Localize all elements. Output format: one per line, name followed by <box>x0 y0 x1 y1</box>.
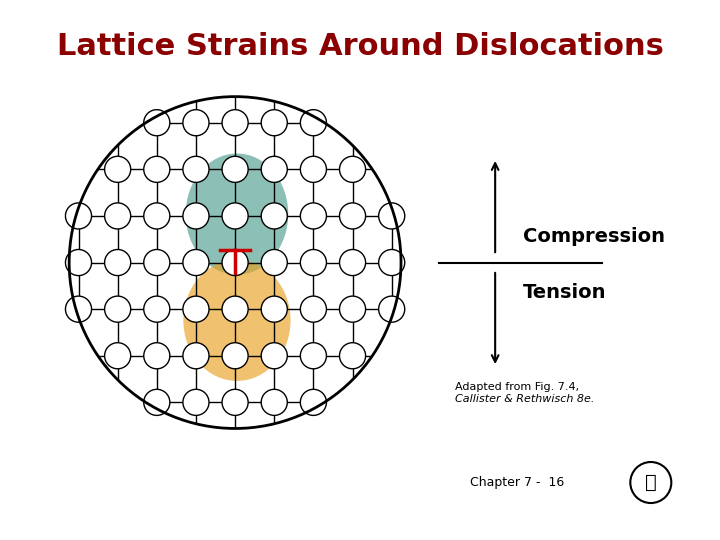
Circle shape <box>144 203 170 229</box>
Circle shape <box>183 110 209 136</box>
Circle shape <box>183 249 209 275</box>
Circle shape <box>261 156 287 183</box>
Circle shape <box>379 203 405 229</box>
Circle shape <box>300 296 326 322</box>
Circle shape <box>183 156 209 183</box>
Circle shape <box>261 203 287 229</box>
Circle shape <box>144 296 170 322</box>
Circle shape <box>300 156 326 183</box>
Circle shape <box>104 296 131 322</box>
Circle shape <box>340 203 366 229</box>
Circle shape <box>379 296 405 322</box>
Circle shape <box>340 296 366 322</box>
Circle shape <box>183 389 209 415</box>
Circle shape <box>104 343 131 369</box>
Circle shape <box>340 249 366 275</box>
Ellipse shape <box>186 153 288 275</box>
Circle shape <box>222 110 248 136</box>
Circle shape <box>300 110 326 136</box>
Circle shape <box>300 389 326 415</box>
Circle shape <box>144 343 170 369</box>
Ellipse shape <box>184 260 291 381</box>
Circle shape <box>261 343 287 369</box>
Circle shape <box>144 389 170 415</box>
Circle shape <box>222 203 248 229</box>
Circle shape <box>66 296 91 322</box>
Circle shape <box>261 296 287 322</box>
Circle shape <box>183 343 209 369</box>
Circle shape <box>340 156 366 183</box>
Text: Ⓦ: Ⓦ <box>645 473 657 492</box>
Circle shape <box>261 389 287 415</box>
Circle shape <box>300 249 326 275</box>
Circle shape <box>261 110 287 136</box>
Circle shape <box>222 156 248 183</box>
Circle shape <box>300 343 326 369</box>
Text: Adapted from Fig. 7.4,: Adapted from Fig. 7.4, <box>455 382 579 392</box>
Circle shape <box>183 296 209 322</box>
Circle shape <box>222 249 248 275</box>
Circle shape <box>222 296 248 322</box>
Text: Compression: Compression <box>523 227 665 246</box>
Circle shape <box>261 249 287 275</box>
Circle shape <box>66 249 91 275</box>
Circle shape <box>379 249 405 275</box>
Circle shape <box>104 156 131 183</box>
Circle shape <box>222 389 248 415</box>
Text: Callister & Rethwisch 8e.: Callister & Rethwisch 8e. <box>455 394 595 403</box>
Text: Tension: Tension <box>523 283 607 302</box>
Text: Lattice Strains Around Dislocations: Lattice Strains Around Dislocations <box>57 32 663 61</box>
Circle shape <box>144 156 170 183</box>
Text: Chapter 7 -  16: Chapter 7 - 16 <box>470 476 564 489</box>
Circle shape <box>630 462 671 503</box>
Circle shape <box>104 203 131 229</box>
Circle shape <box>144 249 170 275</box>
Circle shape <box>340 343 366 369</box>
Circle shape <box>144 110 170 136</box>
Circle shape <box>66 203 91 229</box>
Circle shape <box>104 249 131 275</box>
Circle shape <box>183 203 209 229</box>
Circle shape <box>222 343 248 369</box>
Circle shape <box>300 203 326 229</box>
